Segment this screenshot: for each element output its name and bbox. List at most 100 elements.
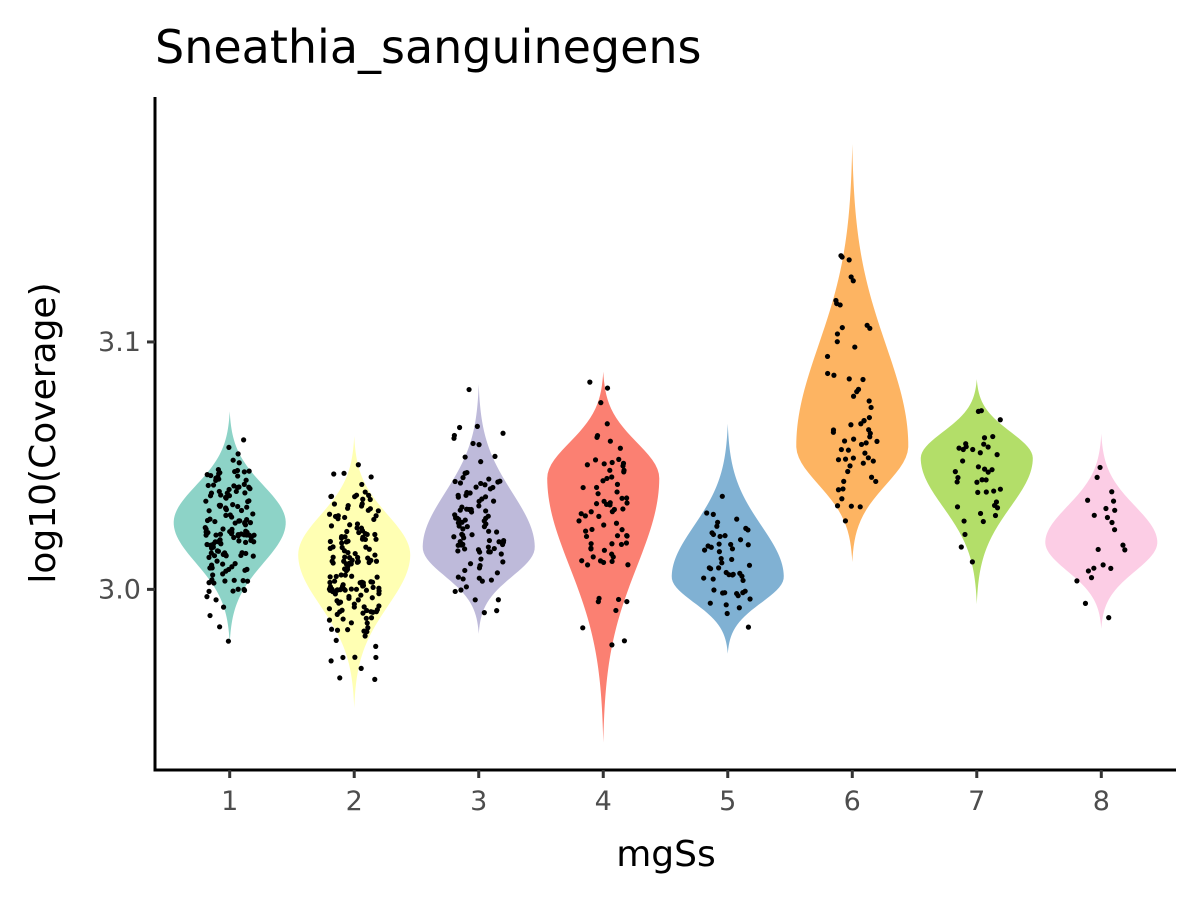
data-point (204, 472, 210, 478)
data-point (830, 427, 837, 433)
data-point (607, 500, 613, 506)
data-point (588, 509, 594, 515)
data-point (462, 454, 468, 460)
data-point (486, 537, 493, 544)
data-point (203, 532, 209, 538)
data-point (704, 510, 710, 516)
data-point (352, 654, 358, 660)
data-point (584, 562, 591, 568)
data-point (596, 595, 602, 602)
data-point (368, 615, 375, 621)
data-point (1085, 497, 1091, 503)
data-point (364, 607, 370, 614)
data-point (371, 516, 377, 523)
data-point (954, 504, 961, 510)
data-point (476, 498, 482, 504)
data-point (848, 503, 854, 509)
violin-layer (173, 144, 1158, 743)
data-point (247, 486, 253, 492)
data-point (217, 531, 224, 537)
data-point (342, 587, 348, 593)
data-point (839, 324, 845, 331)
data-point (353, 586, 360, 592)
data-point (369, 595, 375, 601)
data-point (734, 516, 740, 522)
data-point (589, 526, 595, 533)
data-point (452, 588, 458, 595)
data-point (962, 531, 968, 538)
data-point (207, 612, 213, 619)
data-point (240, 578, 246, 584)
data-point (207, 516, 213, 522)
data-point (588, 546, 594, 552)
data-point (227, 528, 233, 535)
x-tick-label: 8 (1093, 786, 1110, 817)
data-point (349, 573, 355, 579)
data-point (747, 596, 753, 602)
data-point (364, 620, 370, 626)
data-point (342, 534, 348, 540)
data-point (457, 507, 463, 513)
data-point (203, 498, 209, 504)
violin-3 (422, 384, 535, 634)
data-point (333, 573, 339, 580)
data-point (576, 518, 582, 524)
data-point (1109, 489, 1115, 495)
data-point (593, 501, 600, 507)
data-point (492, 453, 498, 459)
data-point (1074, 578, 1080, 584)
data-point (230, 588, 236, 594)
data-point (985, 444, 991, 450)
data-point (834, 339, 840, 345)
data-point (326, 617, 333, 623)
data-point (609, 642, 615, 648)
data-point (376, 585, 382, 591)
data-point (363, 544, 369, 550)
data-point (997, 417, 1003, 423)
data-point (735, 593, 741, 599)
data-point (866, 398, 872, 404)
data-point (614, 481, 621, 487)
data-point (213, 475, 219, 481)
data-point (236, 538, 242, 544)
data-point (593, 484, 600, 491)
data-point (620, 506, 626, 512)
data-point (716, 565, 722, 571)
data-point (331, 578, 338, 584)
data-point (500, 539, 507, 545)
data-point (592, 457, 599, 463)
data-point (724, 610, 730, 617)
data-point (455, 492, 461, 498)
data-point (334, 611, 340, 617)
data-point (367, 496, 373, 503)
data-point (490, 484, 496, 491)
data-point (614, 489, 620, 495)
data-point (339, 540, 345, 546)
data-point (362, 489, 368, 495)
data-point (596, 513, 602, 519)
data-point (233, 488, 239, 495)
data-point (478, 480, 484, 487)
data-point (956, 445, 962, 451)
data-point (235, 586, 241, 592)
data-point (242, 490, 248, 496)
x-axis-title: mgSs (616, 834, 716, 875)
data-point (975, 464, 982, 470)
x-tick-label: 2 (346, 786, 363, 817)
data-point (989, 467, 995, 473)
data-point (463, 492, 469, 498)
data-point (214, 558, 220, 564)
data-point (475, 547, 482, 553)
data-point (231, 577, 237, 583)
data-point (341, 558, 347, 564)
data-point (354, 521, 361, 527)
x-tick-label: 1 (221, 786, 238, 817)
data-point (723, 569, 729, 576)
data-point (604, 385, 611, 391)
data-point (1103, 505, 1109, 512)
data-point (349, 557, 355, 563)
data-point (202, 525, 208, 531)
data-point (618, 541, 625, 548)
violin-4 (547, 371, 660, 743)
data-point (211, 553, 218, 559)
